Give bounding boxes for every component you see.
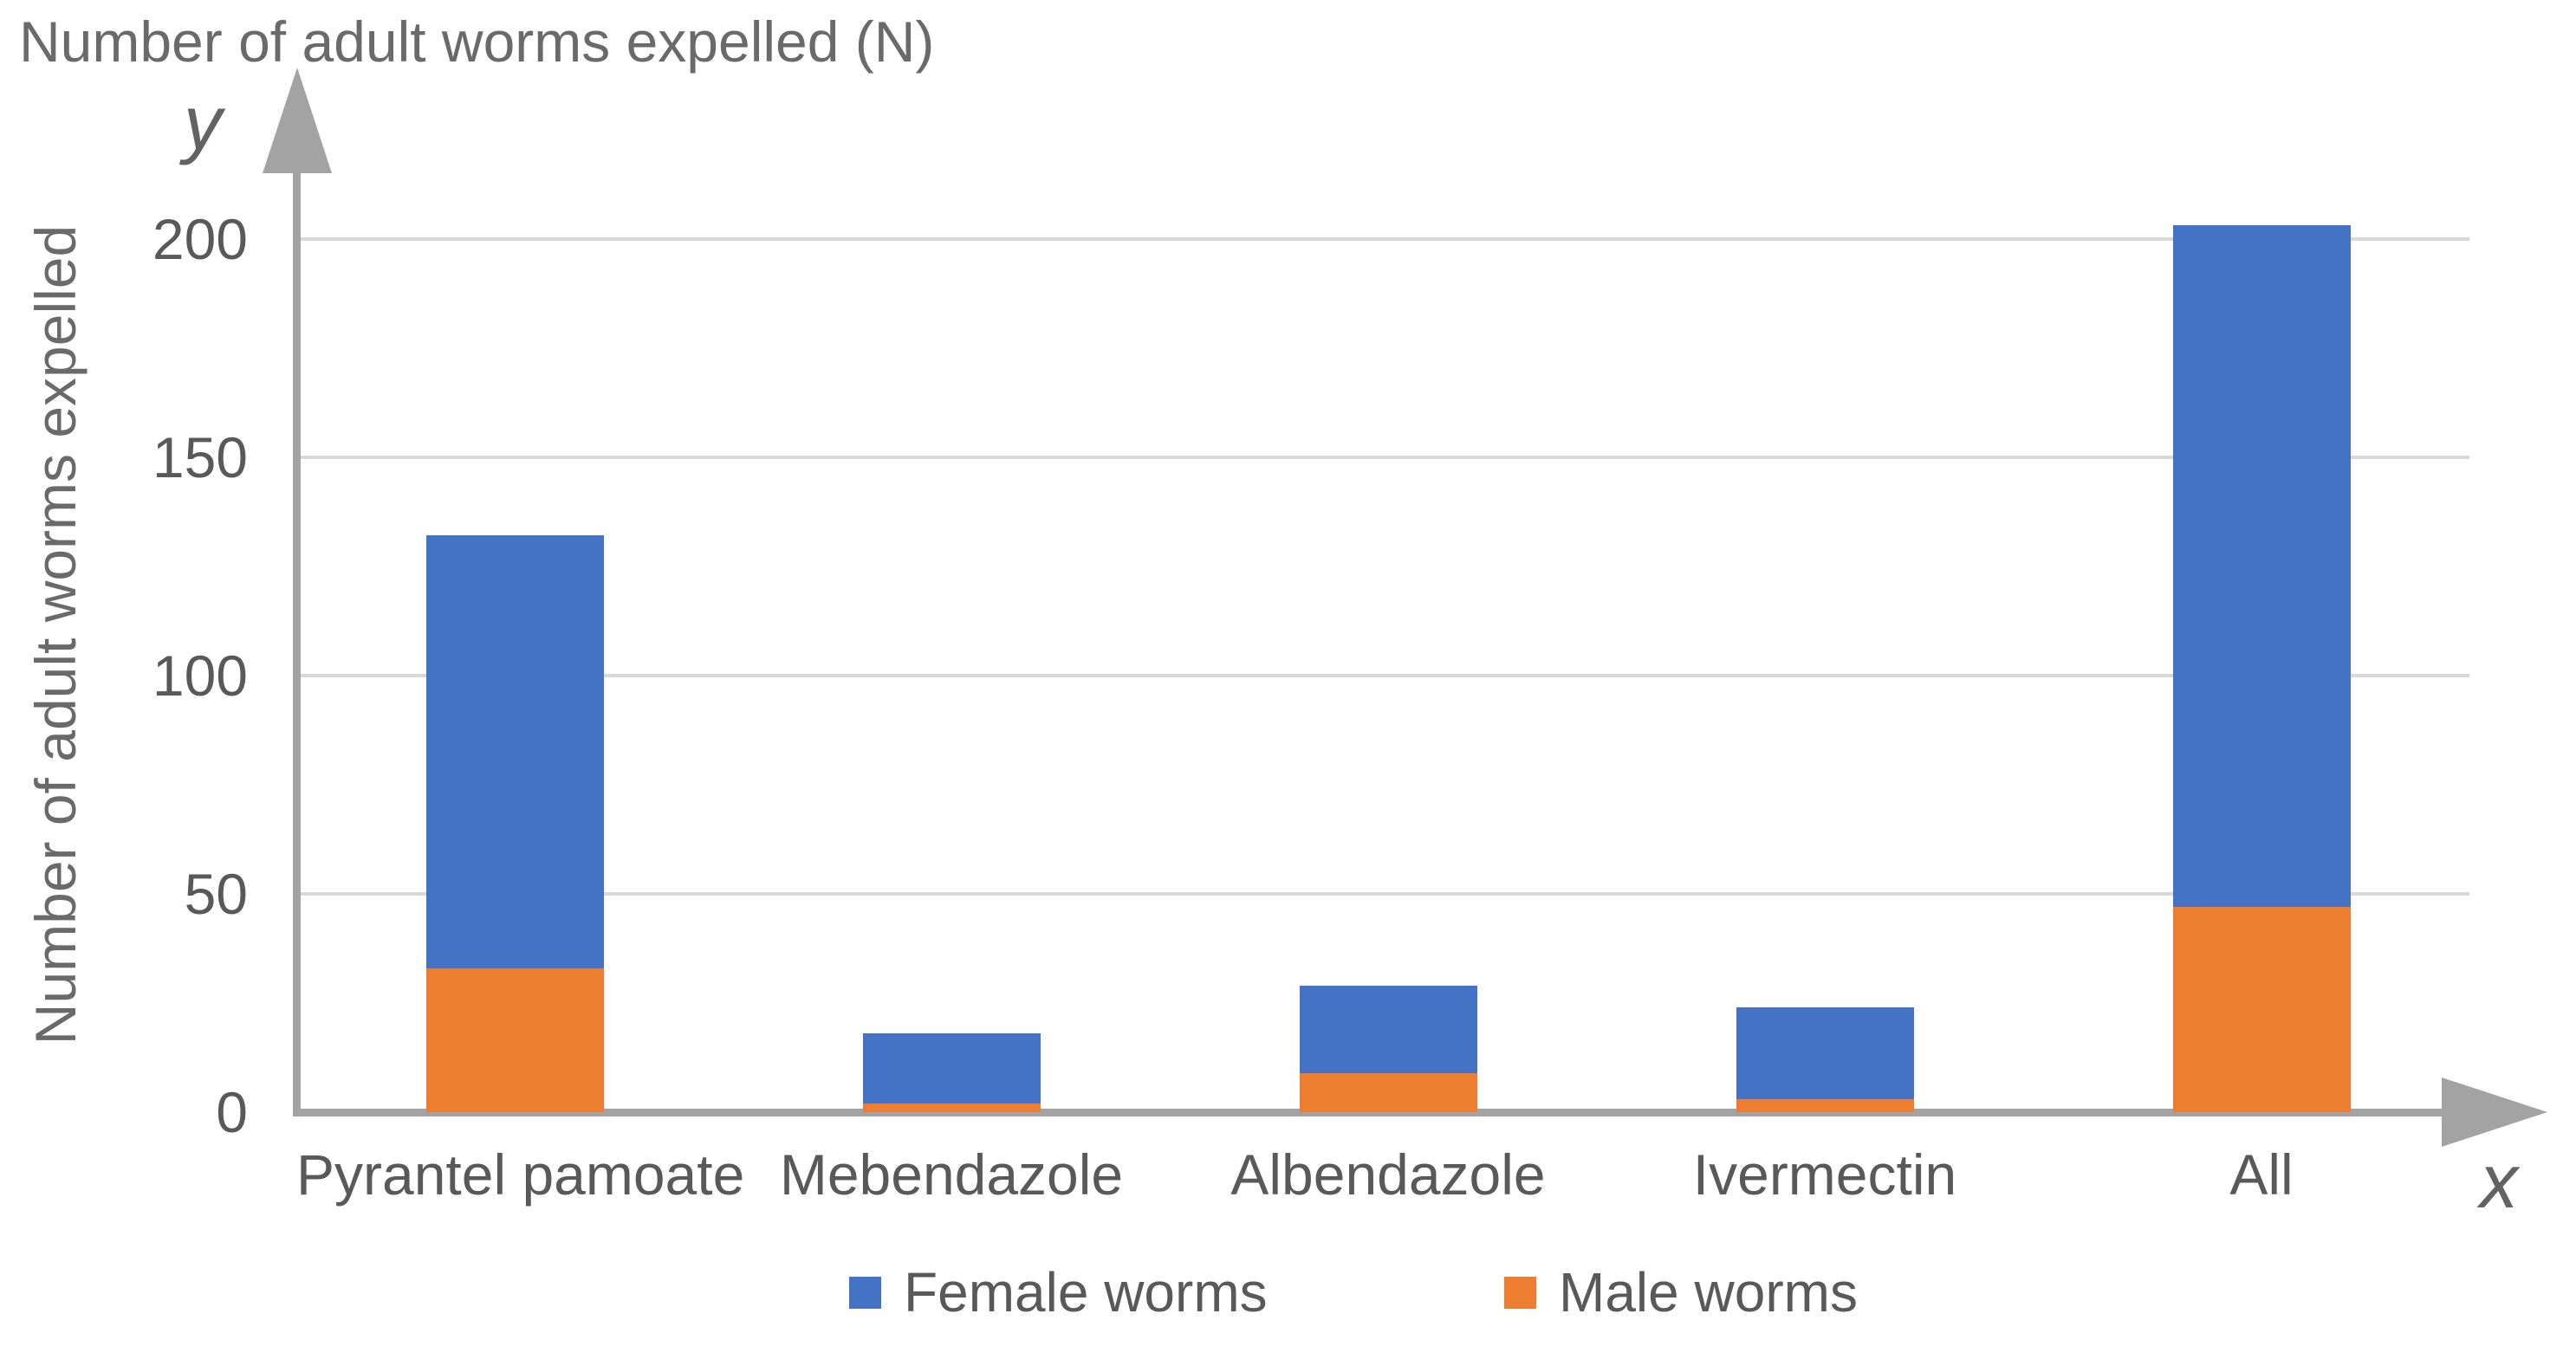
x-axis-letter: x: [2480, 1138, 2518, 1224]
x-category-label-all: All: [2229, 1142, 2294, 1207]
x-category-label-albendazole: Albendazole: [1230, 1142, 1546, 1207]
y-tick-label-50: 50: [184, 861, 248, 926]
legend-label-male-worms: Male worms: [1559, 1261, 1858, 1323]
y-axis-line: [293, 166, 301, 1116]
bar-male-worms-albendazole: [1299, 1072, 1477, 1112]
x-category-label-ivermectin: Ivermectin: [1692, 1142, 1957, 1207]
legend-marker-female-worms: [849, 1276, 881, 1309]
bar-female-worms-pyrantel-pamoate: [425, 535, 604, 968]
y-axis-arrowhead-icon: [263, 68, 332, 173]
y-tick-label-100: 100: [152, 643, 248, 708]
gridline-y-50: [296, 891, 2469, 896]
x-axis-arrowhead-icon: [2442, 1077, 2547, 1147]
y-axis-letter: y: [184, 80, 222, 165]
bar-male-worms-mebendazole: [862, 1103, 1041, 1112]
y-tick-label-0: 0: [216, 1080, 248, 1144]
gridline-y-100: [296, 673, 2469, 677]
x-category-label-mebendazole: Mebendazole: [779, 1142, 1124, 1207]
x-category-label-pyrantel-pamoate: Pyrantel pamoate: [296, 1142, 745, 1207]
legend-item-male-worms: Male worms: [1504, 1261, 1858, 1323]
x-axis-line: [293, 1109, 2448, 1116]
bar-female-worms-albendazole: [1299, 985, 1477, 1073]
legend-label-female-worms: Female worms: [904, 1261, 1268, 1323]
y-tick-label-150: 150: [152, 424, 248, 489]
bar-female-worms-all: [2172, 225, 2351, 908]
y-tick-label-200: 200: [152, 206, 248, 271]
legend-marker-male-worms: [1504, 1276, 1536, 1309]
bar-male-worms-all: [2172, 907, 2351, 1112]
bar-male-worms-pyrantel-pamoate: [425, 967, 604, 1112]
bar-female-worms-ivermectin: [1736, 1006, 1914, 1099]
bar-female-worms-mebendazole: [862, 1033, 1041, 1103]
gridline-y-200: [296, 236, 2469, 241]
gridline-y-150: [296, 455, 2469, 459]
bar-male-worms-ivermectin: [1736, 1098, 1914, 1112]
chart-title: Number of adult worms expelled (N): [19, 10, 935, 74]
legend-item-female-worms: Female worms: [849, 1261, 1268, 1323]
